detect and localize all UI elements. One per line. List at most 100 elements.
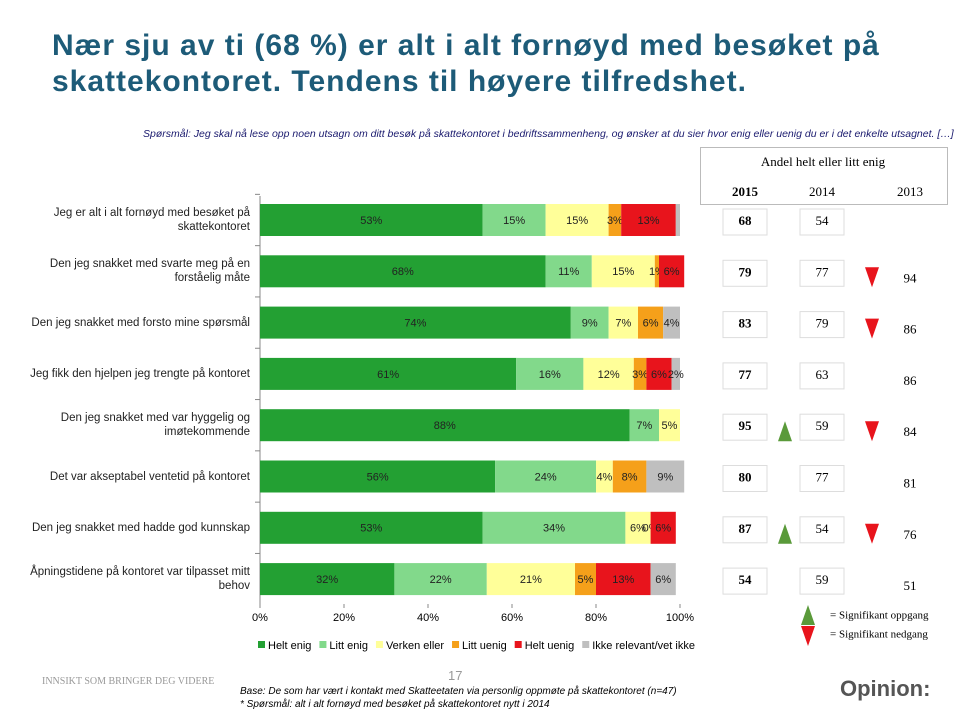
- value-box: [799, 413, 845, 441]
- value-label: 3%: [632, 369, 648, 381]
- bar-segment: [260, 460, 496, 493]
- bar-segment: [596, 563, 651, 596]
- year-label: 2013: [897, 184, 923, 199]
- value-label: 24%: [535, 471, 557, 483]
- bar-segment: [646, 357, 672, 390]
- bar-segment: [482, 511, 626, 544]
- bar-segment: [621, 204, 676, 236]
- question: Spørsmål: Jeg skal nå lese opp noen utsa…: [143, 128, 954, 140]
- value-label: 6%: [655, 574, 671, 586]
- trend-value: 63: [816, 367, 829, 382]
- value-label: 12%: [598, 369, 620, 381]
- trend-value: 84: [904, 424, 918, 439]
- bar-segment: [654, 255, 659, 288]
- down-legend: = Signifikant nedgang: [830, 629, 928, 641]
- trend-value: 95: [739, 418, 753, 433]
- value-box: [799, 208, 845, 236]
- value-label: 7%: [636, 420, 652, 432]
- bar-segment: [482, 204, 546, 236]
- value-label: 8%: [622, 471, 638, 483]
- value-box: [722, 465, 768, 492]
- value-label: 5%: [662, 420, 678, 432]
- value-label: 9%: [657, 471, 673, 483]
- value-label: 13%: [612, 574, 634, 586]
- bar-segment: [646, 460, 685, 493]
- arrow-down: [865, 267, 879, 288]
- category-label: Den jeg snakket med svarte meg på en for…: [49, 258, 250, 285]
- bar-segment: [633, 357, 647, 390]
- category-label: Den jeg snakket med var hyggelig og imøt…: [60, 412, 250, 439]
- value-box: [799, 259, 845, 287]
- bar-segment: [638, 306, 664, 339]
- value-label: 13%: [637, 215, 659, 227]
- value-label: 16%: [539, 369, 561, 381]
- trend-box-title: Andel helt eller litt enig: [760, 154, 886, 169]
- bar-segment: [545, 204, 609, 236]
- trend-value: 59: [816, 418, 829, 433]
- base-note: Base: De som har vært i kontakt med Skat…: [240, 686, 677, 697]
- category-label: Den jeg snakket med hadde god kunnskap: [31, 521, 250, 534]
- arrow-up: [778, 421, 792, 442]
- trend-value: 77: [739, 367, 753, 382]
- arrow-down: [865, 318, 879, 339]
- trend-value: 86: [904, 322, 918, 337]
- bar-segment: [570, 306, 609, 339]
- bar-segment: [675, 204, 680, 236]
- value-label: 21%: [520, 574, 542, 586]
- value-label: 32%: [316, 574, 338, 586]
- trend-value: 54: [816, 213, 830, 228]
- x-tick-label: 40%: [417, 612, 439, 624]
- trend-value: 79: [816, 316, 829, 331]
- arrow-up: [778, 523, 792, 544]
- value-box: [722, 567, 768, 595]
- legend-label: Helt enig: [268, 640, 311, 652]
- x-tick-label: 20%: [333, 612, 355, 624]
- value-box: [722, 516, 768, 544]
- legend-label: Helt uenig: [525, 640, 575, 652]
- bar-segment: [260, 409, 630, 442]
- arrow-down: [801, 626, 815, 646]
- category-label: Jeg fikk den hjelpen jeg trengte på kont…: [30, 367, 250, 380]
- value-label: 11%: [558, 266, 579, 278]
- bar-segment: [671, 357, 680, 390]
- category-label: Den jeg snakket med forsto mine spørsmål: [31, 316, 250, 329]
- value-box: [722, 208, 768, 236]
- year-label: 2015: [732, 184, 759, 199]
- value-label: 6%: [651, 369, 667, 381]
- value-label: 88%: [434, 420, 456, 432]
- bar-segment: [612, 460, 647, 493]
- arrow-down: [865, 421, 879, 442]
- bar-segment: [659, 409, 680, 442]
- value-label: 56%: [367, 471, 389, 483]
- value-label: 5%: [578, 574, 594, 586]
- legend-swatch: [582, 641, 590, 648]
- legend-swatch: [452, 641, 460, 648]
- x-tick-label: 0%: [252, 612, 268, 624]
- bar-segment: [260, 563, 395, 596]
- bar-segment: [260, 357, 517, 390]
- logo: Opinion:: [840, 676, 931, 701]
- trend-value: 76: [904, 527, 918, 542]
- trend-value: 51: [904, 578, 917, 593]
- x-tick-label: 60%: [501, 612, 523, 624]
- trend-value: 94: [904, 270, 918, 285]
- year-label: 2014: [809, 184, 836, 199]
- legend-label: Litt uenig: [462, 640, 507, 652]
- trend-value: 81: [904, 475, 917, 490]
- bar-segment: [625, 511, 651, 544]
- value-box: [722, 413, 768, 441]
- bar-segment: [650, 511, 676, 544]
- title: Nær sju av ti (68 %) er alt i alt fornøy…: [52, 29, 880, 98]
- footnote: * Spørsmål: alt i alt fornøyd med besøke…: [240, 699, 550, 710]
- value-box: [799, 362, 845, 390]
- value-box: [722, 311, 768, 339]
- value-label: 2%: [668, 369, 684, 381]
- x-tick-label: 100%: [666, 612, 694, 624]
- bar-segment: [260, 204, 483, 236]
- bar-segment: [495, 460, 596, 493]
- arrow-down: [865, 523, 879, 544]
- trend-value: 79: [739, 264, 753, 279]
- bar-segment: [629, 409, 659, 442]
